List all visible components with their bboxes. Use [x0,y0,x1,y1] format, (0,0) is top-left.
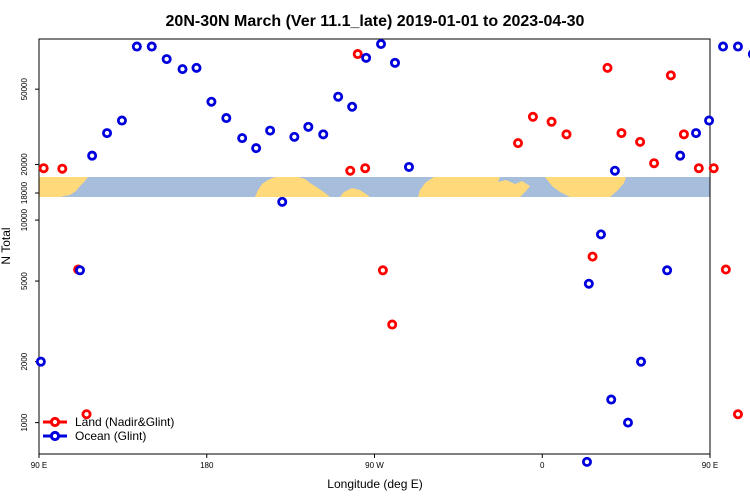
ocean-point [116,115,127,126]
ocean-point [221,113,232,124]
ocean-point [704,115,715,126]
x-tick-label: 90 E [31,461,47,470]
ocean-point [265,125,276,136]
land-point [377,265,388,276]
land-point [678,129,689,140]
ocean-point [102,128,113,139]
ocean-point [583,278,594,289]
world-map-strip [39,177,710,197]
land-point [587,251,598,262]
y-tick-label: 20000 [20,153,29,176]
y-tick-label: 18000 [20,181,29,204]
map-land [39,177,626,197]
ocean-point [237,133,248,144]
land-point [561,129,572,140]
ocean-point [333,91,344,102]
ocean-point [606,394,617,405]
y-tick-label: 2000 [20,352,29,370]
land-point [352,49,363,60]
chart-title: 20N-30N March (Ver 11.1_late) 2019-01-01… [166,13,585,30]
land-point [387,319,398,330]
data-points [35,39,750,467]
x-tick-label: 90 W [365,461,384,470]
legend-ocean-label: Ocean (Glint) [75,429,146,443]
legend-ocean-marker [49,430,61,442]
land-point [81,409,92,420]
ocean-point [146,41,157,52]
ocean-point [289,131,300,142]
land-point [635,136,646,147]
land-point [360,163,371,174]
ocean-point [609,165,620,176]
ocean-point [75,265,86,276]
ocean-point [675,150,686,161]
ocean-point [361,52,372,63]
legend-land-label: Land (Nadir&Glint) [75,415,174,429]
ocean-point [277,196,288,207]
ocean-point [595,229,606,240]
land-point [720,264,731,275]
ocean-point [87,150,98,161]
land-point [708,163,719,174]
map-ocean [39,177,710,197]
ocean-point [662,265,673,276]
x-axis: 90 E 180 90 W 0 90 E [31,454,718,470]
ocean-point [376,39,387,50]
y-tick-label: 5000 [20,272,29,290]
land-point [616,128,627,139]
land-point [38,163,49,174]
ocean-point [35,356,46,367]
ocean-point [622,417,633,428]
land-point [602,62,613,73]
ocean-point [251,143,262,154]
y-axis-label: N Total [0,227,13,264]
plot-frame [38,38,711,455]
land-point [57,163,68,174]
ocean-point [390,57,401,68]
ocean-point [161,54,172,65]
ocean-point [347,101,358,112]
ocean-point [303,121,314,132]
ocean-point [131,41,142,52]
y-axis: 1000 2000 5000 10000 20000 50000 18000 [20,78,39,432]
ocean-point [177,64,188,75]
x-axis-label: Longitude (deg E) [327,477,422,491]
land-point [693,163,704,174]
land-point [665,70,676,81]
ocean-point [403,161,414,172]
land-point [732,409,743,420]
land-point [527,111,538,122]
ocean-point [191,62,202,73]
ocean-point [636,356,647,367]
x-tick-label: 90 E [702,461,718,470]
land-point [649,158,660,169]
land-point [546,116,557,127]
y-tick-label: 10000 [20,208,29,231]
legend: Land (Nadir&Glint) Ocean (Glint) [43,415,174,443]
ocean-point [718,41,729,52]
x-tick-label: 0 [540,461,545,470]
ocean-point [732,41,743,52]
y-tick-label: 50000 [20,78,29,101]
ocean-point [581,456,592,467]
legend-land-marker [49,416,61,428]
x-tick-label: 180 [200,461,214,470]
ocean-point [206,96,217,107]
land-point [345,165,356,176]
land-point [513,138,524,149]
ocean-point [318,129,329,140]
y-tick-label: 1000 [20,413,29,431]
ocean-point [691,128,702,139]
